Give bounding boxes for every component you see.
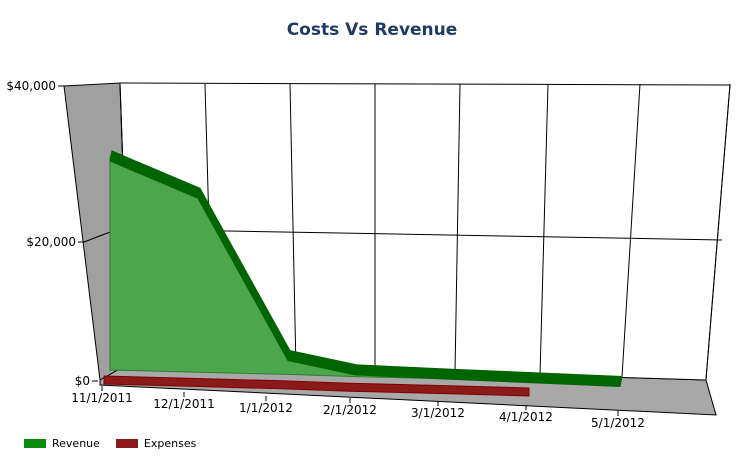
x-axis: 11/1/2011 12/1/2011 1/1/2012 2/1/2012 3/1/20…: [71, 386, 645, 430]
gridline-vertical: [454, 83, 461, 374]
x-tick-label: 5/1/2012: [591, 416, 645, 430]
legend-label-expenses: Expenses: [143, 437, 197, 450]
y-tick-label: $20,000: [26, 235, 76, 249]
legend-label-revenue: Revenue: [52, 437, 100, 450]
gridline-vertical: [289, 83, 297, 370]
gridline-vertical: [705, 83, 731, 380]
gridline-vertical: [539, 83, 549, 376]
legend-swatch-revenue: [24, 439, 46, 448]
x-tick-label: 12/1/2011: [153, 397, 215, 411]
legend-swatch-expenses: [115, 439, 138, 448]
x-tick-label: 3/1/2012: [411, 406, 465, 420]
legend: Revenue Expenses: [24, 437, 202, 450]
y-axis: $0 $20,000 $40,000: [6, 79, 98, 388]
x-tick-label: 11/1/2011: [71, 391, 133, 405]
x-tick-label: 2/1/2012: [323, 403, 377, 417]
y-tick-label: $40,000: [6, 79, 56, 93]
y-tick-label: $0: [75, 374, 90, 388]
chart-series: [103, 150, 623, 397]
legend-item-revenue: Revenue: [24, 437, 100, 450]
x-tick-label: 4/1/2012: [499, 410, 553, 424]
chart-title: Costs Vs Revenue: [286, 20, 458, 40]
x-tick-label: 1/1/2012: [239, 401, 293, 415]
series-revenue-edge: [109, 150, 623, 387]
legend-item-expenses: Expenses: [115, 437, 197, 450]
gridline-vertical: [621, 83, 641, 378]
series-expenses-ribbon: [103, 375, 530, 397]
